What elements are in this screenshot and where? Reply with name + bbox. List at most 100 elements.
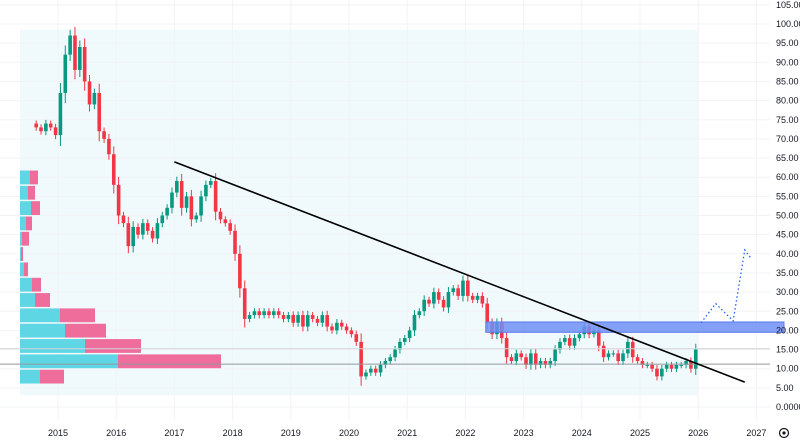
candle-body [87, 81, 92, 105]
candle-body [175, 181, 179, 193]
candle-body [563, 338, 567, 342]
candle-body [218, 211, 223, 220]
candle-body [247, 315, 252, 319]
candle-body [78, 46, 82, 70]
settings-icon[interactable] [778, 427, 790, 439]
candle-body [553, 349, 557, 362]
candle-body [208, 181, 213, 185]
candle-body [422, 299, 426, 312]
candle-body [524, 357, 528, 365]
profile-bar-down [30, 170, 38, 185]
resistance-zone [485, 321, 785, 333]
profile-bar-up [20, 339, 85, 353]
candle-body [233, 230, 237, 254]
profile-bar-down [65, 323, 106, 338]
candle-body [412, 315, 417, 331]
candle-body [194, 215, 199, 220]
candle-body [601, 345, 606, 358]
candle-body [693, 349, 698, 369]
y-tick-label: 95.00 [776, 38, 799, 48]
candle-body [451, 288, 456, 293]
candle-body [640, 361, 645, 365]
y-tick-label: 80.00 [776, 96, 799, 106]
candle-body [160, 215, 165, 224]
x-tick-label: 2027 [746, 428, 766, 438]
x-tick-label: 2019 [281, 428, 301, 438]
candle-body [359, 341, 363, 377]
x-tick-label: 2025 [630, 428, 650, 438]
profile-bar-down [32, 277, 41, 292]
y-tick-label: 45.00 [776, 230, 799, 240]
y-tick-label: 10.00 [776, 364, 799, 374]
candle-body [63, 54, 68, 93]
candle-body [301, 315, 305, 327]
candle-body [58, 92, 63, 136]
candle-body [179, 181, 184, 208]
candle-body [238, 253, 242, 289]
y-tick-label: 85.00 [776, 76, 799, 86]
y-tick-label: 105.00 [776, 0, 800, 10]
profile-bar-down [35, 293, 50, 307]
profile-bar-down [24, 262, 28, 277]
profile-bar-up [20, 308, 60, 323]
profile-bar-down [28, 185, 35, 200]
data-range-shade [20, 29, 699, 396]
candle-body [558, 341, 562, 350]
candle-body [34, 123, 38, 128]
candle-body [111, 154, 116, 185]
candle-body [296, 315, 300, 323]
candle-body [533, 353, 538, 365]
time-axis: 2015 2016 2017 2018 2019 2020 2021 2022 2023 2024… [48, 428, 766, 438]
candle-body [674, 364, 679, 369]
candle-body [369, 368, 373, 373]
candle-body [82, 46, 87, 82]
candle-body [427, 299, 431, 304]
candle-body [354, 334, 359, 342]
candle-body [136, 226, 140, 235]
candle-body [378, 364, 383, 373]
candle-body [645, 364, 650, 366]
candle-body [635, 357, 640, 362]
candle-body [650, 364, 654, 369]
profile-bar-down [85, 339, 141, 353]
y-tick-label: 50.00 [776, 211, 799, 221]
y-tick-label: 75.00 [776, 115, 799, 125]
profile-bar-up [20, 354, 118, 369]
candle-body [155, 223, 160, 239]
candle-body [660, 368, 664, 377]
y-tick-label: 25.00 [776, 306, 799, 316]
candle-body [485, 303, 490, 323]
y-tick-label: 65.00 [776, 153, 799, 163]
candle-body [344, 326, 349, 331]
candle-body [330, 326, 334, 331]
candle-body [393, 349, 397, 358]
candle-body [432, 292, 436, 304]
x-tick-label: 2018 [223, 428, 243, 438]
candle-body [548, 361, 553, 365]
candle-body [684, 361, 688, 365]
candle-body [407, 330, 412, 339]
candle-body [456, 288, 460, 296]
candle-body [204, 184, 208, 197]
candle-body [320, 315, 325, 323]
profile-bar-down [22, 231, 29, 246]
candle-body [466, 280, 470, 296]
candle-body [567, 338, 572, 346]
grid [0, 0, 770, 420]
candle-body [107, 138, 111, 155]
y-tick-label: 60.00 [776, 172, 799, 182]
candle-body [92, 92, 97, 105]
y-tick-label: 30.00 [776, 287, 799, 297]
x-tick-label: 2024 [572, 428, 592, 438]
x-tick-label: 2017 [164, 428, 184, 438]
candle-body [669, 364, 674, 369]
candle-body [305, 315, 310, 327]
candle-body [436, 292, 441, 300]
y-tick-label: 0.0000 [776, 402, 800, 412]
candle-body [577, 334, 582, 339]
candle-body [242, 288, 247, 319]
candle-body [630, 341, 635, 358]
candle-body [44, 123, 48, 132]
candle-body [398, 341, 402, 350]
